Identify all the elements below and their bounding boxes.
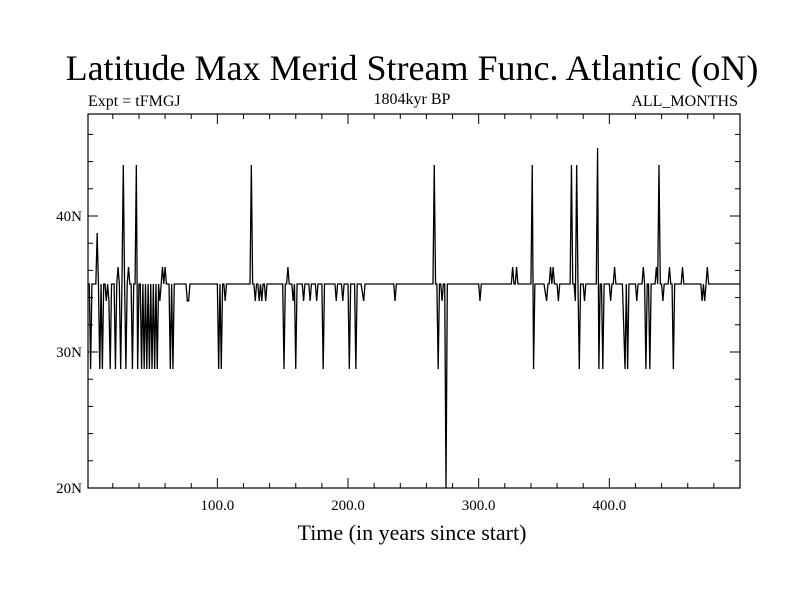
chart-title: Latitude Max Merid Stream Func. Atlantic… [66,48,759,88]
subtitle-right: ALL_MONTHS [631,93,738,110]
subtitle-left: Expt = tFMGJ [88,93,181,110]
x-axis-label: Time (in years since start) [298,520,527,545]
y-tick-label: 20N [56,481,82,497]
plot-frame [87,113,741,489]
y-tick-label: 40N [56,209,82,225]
x-tick-label: 300.0 [462,498,496,514]
plot-area: 100.0 200.0 300.0 400.0 20N 30N 40N [56,113,741,514]
subtitle-center: 1804kyr BP [374,91,451,108]
x-tick-label: 400.0 [592,498,626,514]
x-tick-label: 100.0 [200,498,234,514]
series-line [88,147,740,489]
y-tick-label: 30N [56,345,82,361]
x-tick-label: 200.0 [331,498,365,514]
